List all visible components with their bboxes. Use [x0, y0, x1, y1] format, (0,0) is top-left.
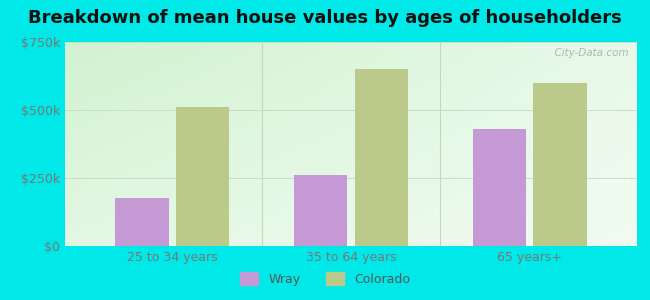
Bar [294, 175, 347, 246]
Bar [355, 69, 408, 246]
Text: Breakdown of mean house values by ages of householders: Breakdown of mean house values by ages o… [28, 9, 622, 27]
Text: City-Data.com: City-Data.com [548, 48, 629, 58]
Bar [534, 83, 587, 246]
Bar [473, 129, 526, 246]
Bar [176, 107, 229, 246]
Bar [115, 198, 169, 246]
Legend: Wray, Colorado: Wray, Colorado [235, 267, 415, 291]
